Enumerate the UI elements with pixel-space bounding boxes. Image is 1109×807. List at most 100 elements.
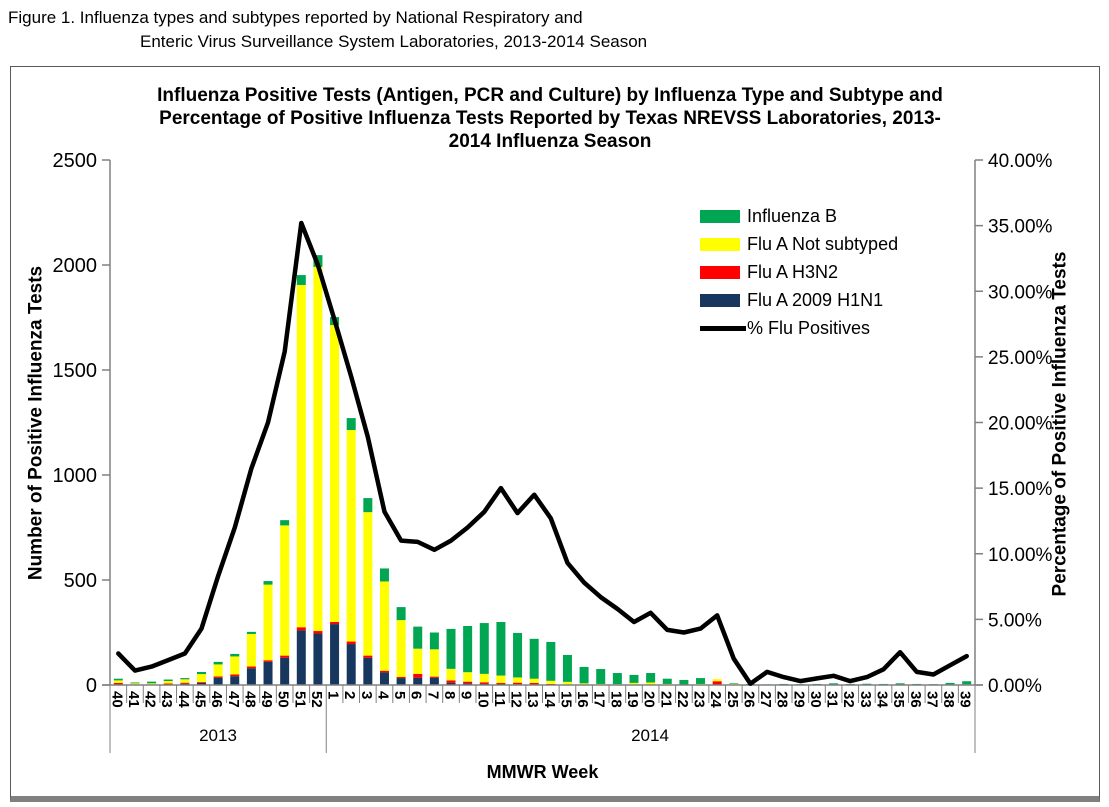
legend-swatch-flu-a-2009-h1n1: [700, 293, 740, 307]
legend-item-pct-flu-positives: % Flu Positives: [700, 314, 898, 342]
bar-segment-week-16: [579, 683, 589, 685]
y-tick-label-left: 2000: [53, 255, 98, 277]
legend-label: Flu A H3N2: [747, 261, 839, 282]
bar-segment-week-46: [213, 676, 223, 678]
legend-label: % Flu Positives: [747, 317, 871, 338]
legend-swatch-pct-flu-positives-line: [700, 325, 746, 331]
bar-segment-week-4: [379, 672, 389, 685]
y-tick-label-right: 5.00%: [988, 610, 1042, 631]
legend-swatch-flu-a-not-subtyped: [700, 237, 740, 251]
bar-segment-week-48: [246, 633, 256, 667]
legend-item-flu-a-2009-h1n1: Flu A 2009 H1N1: [700, 286, 898, 314]
bar-segment-week-5: [396, 677, 406, 679]
x-tick-label-week-52: 52: [308, 691, 325, 708]
y-tick-label-right: 20.00%: [988, 414, 1053, 435]
y-tick-label-right: 15.00%: [988, 479, 1053, 500]
bar-segment-week-41: [130, 682, 140, 684]
bar-segment-week-7: [429, 632, 439, 650]
bar-segment-week-11: [496, 682, 506, 684]
x-tick-label-week-4: 4: [374, 691, 391, 700]
x-tick-label-week-13: 13: [524, 691, 541, 708]
bar-segment-week-22: [679, 679, 689, 685]
bar-segment-week-14: [546, 680, 556, 684]
x-tick-label-week-30: 30: [807, 691, 824, 708]
bar-segment-week-49: [263, 581, 273, 585]
x-tick-label-week-42: 42: [142, 691, 159, 708]
x-tick-label-week-39: 39: [957, 691, 974, 708]
bar-segment-week-17: [596, 669, 606, 684]
bar-segment-week-15: [562, 681, 572, 685]
bar-segment-week-6: [413, 673, 423, 678]
x-tick-label-week-48: 48: [241, 691, 258, 708]
bar-segment-week-50: [280, 520, 290, 526]
x-tick-label-week-51: 51: [291, 691, 308, 708]
bar-segment-week-38: [945, 682, 955, 685]
bar-segment-week-45: [196, 671, 206, 675]
bar-segment-week-25: [729, 683, 739, 684]
bar-segment-week-49: [263, 660, 273, 662]
x-tick-label-week-3: 3: [358, 691, 375, 699]
x-tick-label-week-5: 5: [391, 691, 408, 699]
legend: Influenza B Flu A Not subtyped Flu A H3N…: [700, 202, 898, 342]
bar-segment-week-40: [113, 678, 123, 681]
bar-segment-week-4: [379, 670, 389, 673]
bar-segment-week-51: [296, 630, 306, 685]
x-tick-label-week-2: 2: [341, 691, 358, 699]
y-tick-label-left: 1500: [53, 360, 98, 382]
bar-segment-week-9: [463, 683, 473, 685]
bar-segment-week-50: [280, 657, 290, 685]
bar-segment-week-50: [280, 525, 290, 656]
bar-segment-week-5: [396, 678, 406, 685]
x-tick-label-week-17: 17: [591, 691, 608, 708]
y-tick-label-left: 1000: [53, 465, 98, 487]
bar-segment-week-10: [479, 682, 489, 684]
bar-segment-week-52: [313, 266, 323, 632]
x-tick-label-week-40: 40: [108, 691, 125, 708]
x-tick-label-week-28: 28: [774, 691, 791, 708]
x-tick-label-week-23: 23: [691, 691, 708, 708]
bar-segment-week-24: [712, 681, 722, 685]
bar-segment-week-47: [230, 676, 240, 685]
y-tick-label-left: 0: [86, 675, 97, 697]
x-tick-label-week-26: 26: [740, 691, 757, 708]
bar-segment-week-9: [463, 672, 473, 682]
bar-segment-week-43: [163, 679, 173, 682]
bar-segment-week-16: [579, 666, 589, 684]
x-tick-label-week-41: 41: [125, 691, 142, 708]
x-tick-label-week-12: 12: [508, 691, 525, 708]
bar-segment-week-12: [513, 632, 523, 678]
x-tick-label-week-21: 21: [657, 691, 674, 708]
legend-item-influenza-b: Influenza B: [700, 202, 898, 230]
bar-segment-week-47: [230, 656, 240, 675]
bar-segment-week-49: [263, 584, 273, 661]
legend-item-flu-a-not-subtyped: Flu A Not subtyped: [700, 230, 898, 258]
x-tick-label-week-46: 46: [208, 691, 225, 708]
bar-segment-week-7: [429, 676, 439, 678]
bar-segment-week-11: [496, 622, 506, 676]
figure-caption-line1: Figure 1. Influenza types and subtypes r…: [8, 8, 583, 27]
bar-segment-week-15: [562, 654, 572, 682]
pct-flu-positives-line: [116, 220, 969, 686]
bar-segment-week-24: [712, 679, 722, 682]
bar-segment-week-2: [346, 644, 356, 685]
bar-segment-week-40: [113, 682, 123, 685]
bar-segment-week-44: [180, 679, 190, 683]
bar-segment-week-21: [662, 678, 672, 684]
bar-segment-week-8: [446, 682, 456, 685]
x-tick-label-week-31: 31: [824, 691, 841, 708]
bar-segment-week-45: [196, 674, 206, 683]
x-tick-label-week-34: 34: [874, 691, 891, 708]
x-tick-label-week-18: 18: [607, 691, 624, 708]
y-tick-label-right: 35.00%: [988, 217, 1053, 238]
bar-segment-week-6: [413, 626, 423, 649]
bar-segment-week-12: [513, 682, 523, 685]
bar-segment-week-2: [346, 418, 356, 431]
bar-segment-week-13: [529, 638, 539, 679]
x-tick-label-week-24: 24: [707, 691, 724, 708]
bar-segment-week-47: [230, 653, 240, 657]
x-tick-label-week-32: 32: [840, 691, 857, 708]
y-axis-title-left: Number of Positive Influenza Tests: [25, 265, 47, 581]
bar-segment-week-8: [446, 680, 456, 683]
bar-segment-week-51: [296, 275, 306, 285]
